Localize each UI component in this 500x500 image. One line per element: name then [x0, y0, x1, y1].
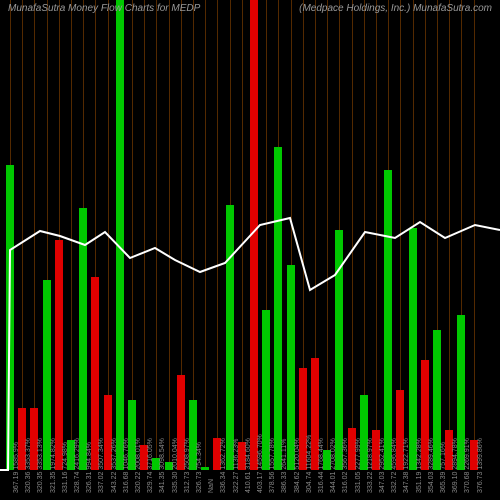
grid-line: [34, 0, 35, 470]
grid-line: [169, 0, 170, 470]
grid-line: [144, 0, 145, 470]
grid-line: [71, 0, 72, 470]
bar: [226, 205, 234, 470]
bar: [335, 230, 343, 470]
grid-line: [22, 0, 23, 470]
bar: [6, 165, 14, 470]
grid-line: [205, 0, 206, 470]
grid-line: [217, 0, 218, 470]
grid-line: [449, 0, 450, 470]
grid-line: [242, 0, 243, 470]
money-flow-chart: 367.19 1585.9%320.36 3353.37%320.35 3353…: [0, 0, 500, 500]
bar: [250, 0, 258, 470]
title-right: (Medpace Holdings, Inc.) MunafaSutra.com: [299, 3, 492, 14]
grid-line: [327, 0, 328, 470]
bar: [274, 147, 282, 470]
bar: [384, 170, 392, 470]
grid-line: [376, 0, 377, 470]
grid-line: [156, 0, 157, 470]
bar: [409, 228, 417, 470]
x-axis-label: 376.73 1399.86%: [477, 463, 484, 493]
bar: [55, 240, 63, 470]
bar: [79, 208, 87, 470]
title-left: MunafaSutra Money Flow Charts for MEDP: [8, 3, 200, 14]
bar: [116, 0, 124, 470]
chart-header: MunafaSutra Money Flow Charts for MEDP (…: [0, 0, 500, 17]
grid-line: [352, 0, 353, 470]
grid-line: [474, 0, 475, 470]
